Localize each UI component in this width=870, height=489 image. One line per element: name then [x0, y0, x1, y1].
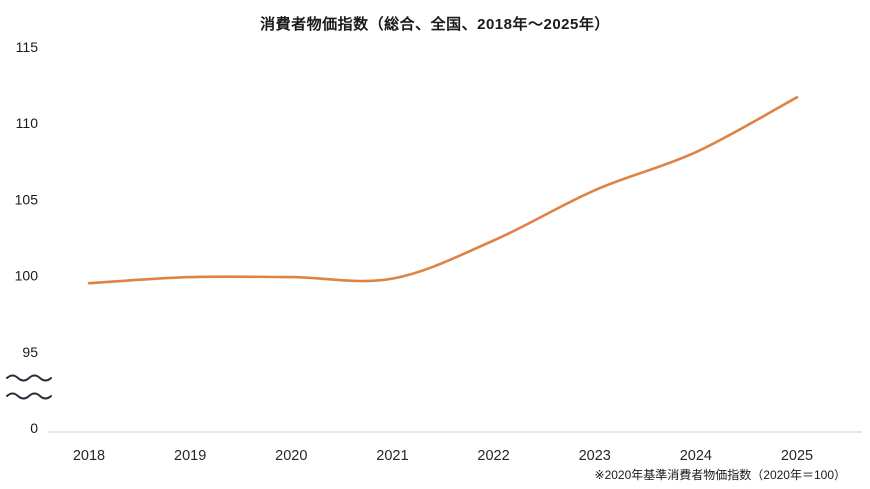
chart-footnote: ※2020年基準消費者物価指数（2020年＝100） — [594, 468, 846, 482]
y-tick-label: 105 — [15, 191, 39, 207]
x-tick-label: 2019 — [174, 448, 206, 464]
x-tick-label: 2021 — [376, 448, 408, 464]
x-tick-label: 2022 — [477, 448, 509, 464]
x-tick-label: 2020 — [275, 448, 307, 464]
chart-title: 消費者物価指数（総合、全国、2018年～2025年） — [260, 16, 610, 33]
y-tick-label: 110 — [16, 115, 39, 131]
axis-break-icon — [6, 374, 52, 382]
y-tick-label: 115 — [16, 39, 39, 55]
x-tick-label: 2025 — [781, 448, 813, 464]
y-tick-label: 0 — [30, 420, 38, 436]
x-tick-label: 2024 — [680, 448, 712, 464]
axis-break-icon — [6, 392, 52, 400]
cpi-series-line — [87, 96, 799, 285]
y-tick-label: 95 — [22, 344, 38, 360]
x-tick-label: 2023 — [579, 448, 611, 464]
y-tick-label: 100 — [15, 268, 39, 284]
x-tick-label: 2018 — [73, 448, 105, 464]
